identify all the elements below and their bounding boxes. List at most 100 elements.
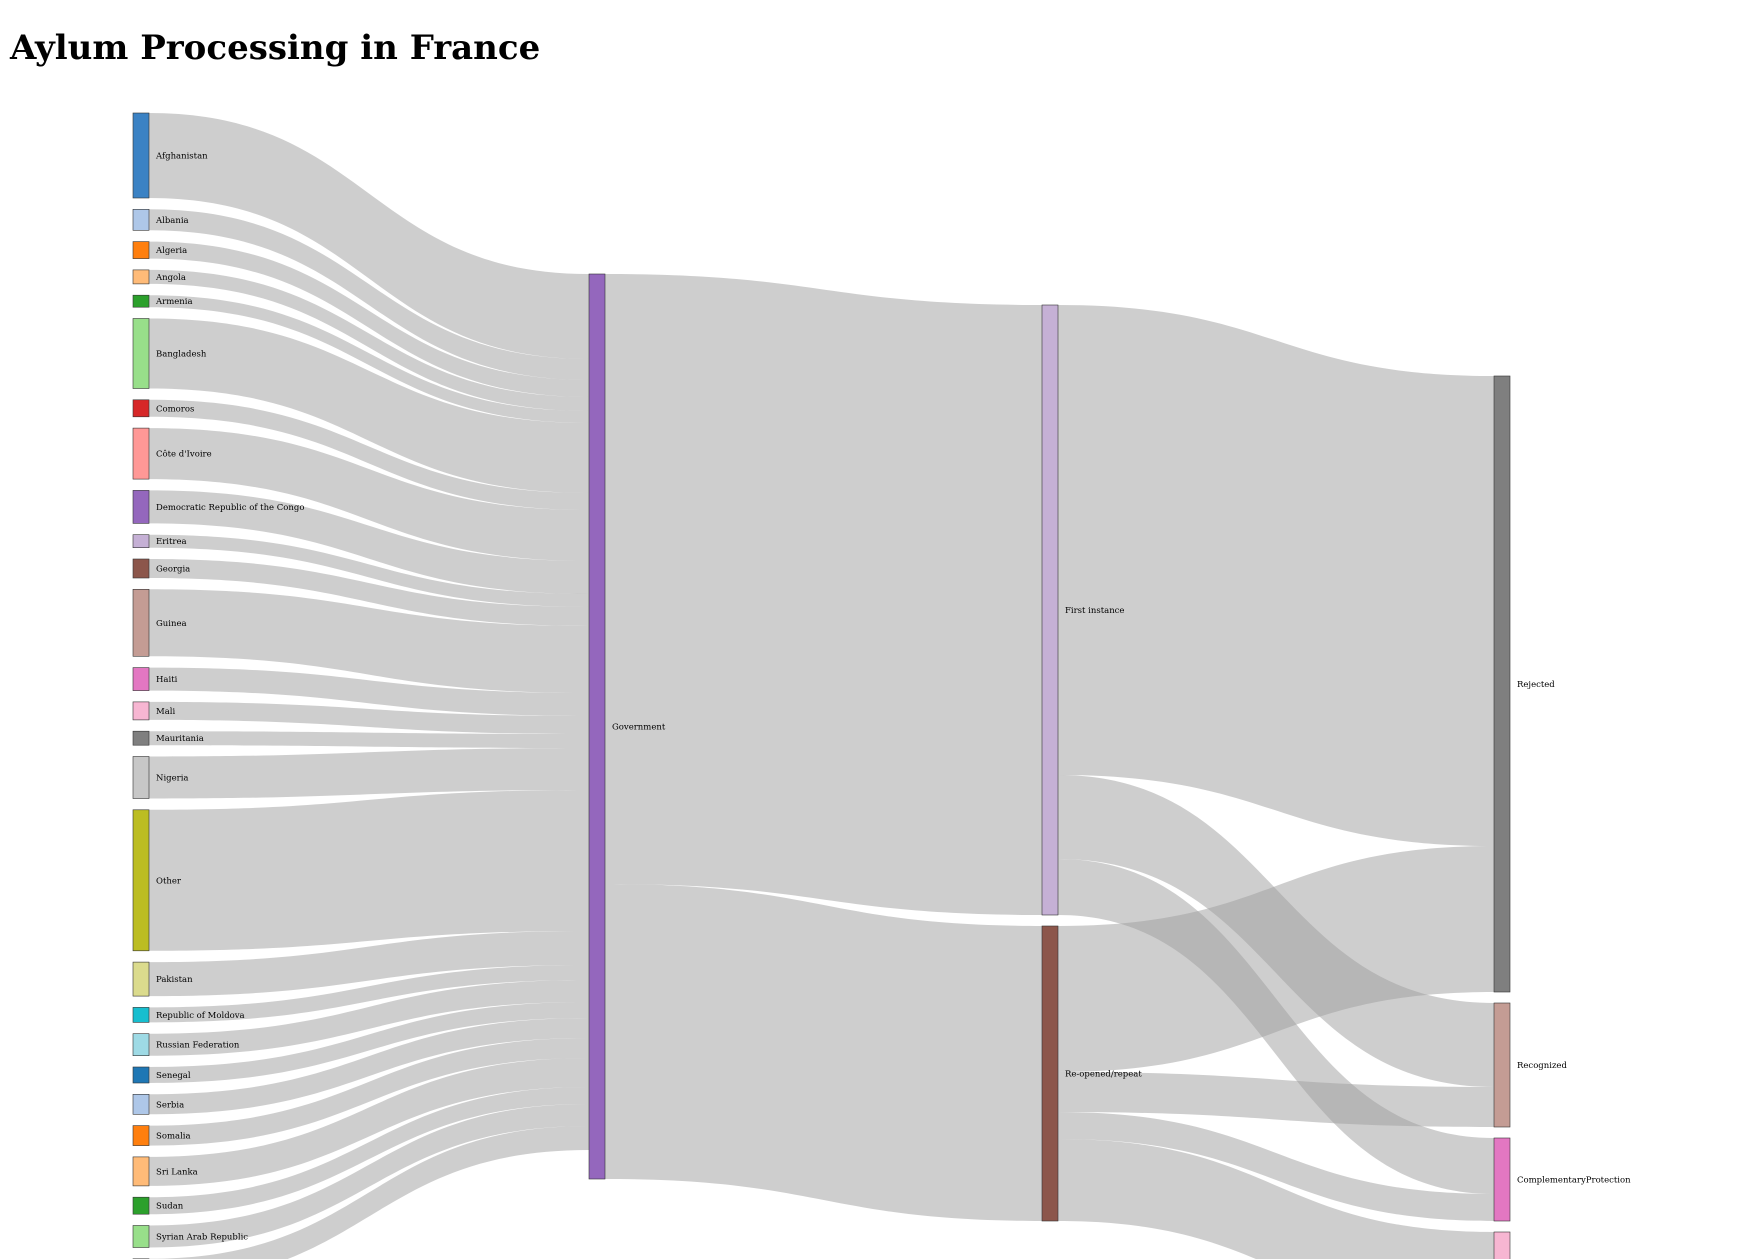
sankey-node-label-afg: Afghanistan — [155, 152, 208, 162]
sankey-link-ang-gov[interactable] — [149, 269, 589, 411]
sankey-node-mal[interactable] — [132, 701, 150, 721]
sankey-link-rus-gov[interactable] — [149, 980, 589, 1056]
sankey-node-syr[interactable] — [132, 1225, 150, 1248]
sankey-link-drc-gov[interactable] — [149, 490, 589, 594]
sankey-node-com[interactable] — [132, 399, 150, 418]
sankey-link-som-gov[interactable] — [149, 1038, 589, 1146]
sankey-link-afg-gov[interactable] — [149, 113, 589, 359]
sankey-link-civ-gov[interactable] — [149, 428, 589, 561]
sankey-link-reo-rec[interactable] — [1058, 1072, 1494, 1127]
sankey-node-ang[interactable] — [132, 269, 150, 285]
sankey-node-rec[interactable] — [1493, 1002, 1511, 1128]
sankey-link-arm-gov[interactable] — [149, 295, 589, 423]
sankey-node-label-alg: Algeria — [155, 246, 187, 256]
sankey-node-mau[interactable] — [132, 730, 150, 746]
sankey-node-label-nig: Nigeria — [156, 774, 188, 784]
sankey-node-cp[interactable] — [1493, 1137, 1511, 1222]
sankey-link-mau-gov[interactable] — [149, 731, 589, 748]
sankey-node-arm[interactable] — [132, 294, 150, 308]
sankey-node-afg[interactable] — [132, 112, 150, 199]
sankey-link-oth-gov[interactable] — [149, 790, 589, 951]
sankey-link-reo-cp[interactable] — [1058, 1112, 1494, 1221]
sankey-link-nig-gov[interactable] — [149, 748, 589, 799]
sankey-link-syr-gov[interactable] — [149, 1104, 589, 1248]
sankey-link-gov-fst[interactable] — [605, 274, 1042, 915]
sankey-link-alb-gov[interactable] — [149, 209, 589, 380]
sankey-nodes — [132, 112, 1511, 1259]
sankey-link-hai-gov[interactable] — [149, 667, 589, 716]
sankey-link-unk-gov[interactable] — [149, 1126, 589, 1259]
sankey-link-gui-gov[interactable] — [149, 589, 589, 693]
sankey-node-label-ang: Angola — [155, 273, 186, 283]
sankey-labels: Afghanistan Albania Algeria Angola Armenia Ba… — [155, 152, 1631, 1243]
sankey-node-eri[interactable] — [132, 534, 150, 549]
sankey-node-label-cp: ComplementaryProtection — [1517, 1176, 1631, 1186]
sankey-node-reo[interactable] — [1041, 925, 1059, 1222]
sankey-node-sen[interactable] — [132, 1066, 150, 1084]
sankey-node-label-geo: Georgia — [156, 565, 190, 575]
sankey-link-gov-reo[interactable] — [605, 884, 1042, 1221]
sankey-links — [149, 113, 1494, 1259]
sankey-link-sud-gov[interactable] — [149, 1087, 589, 1215]
sankey-link-pak-gov[interactable] — [149, 931, 589, 997]
sankey-node-oth[interactable] — [132, 809, 150, 952]
sankey-link-mol-gov[interactable] — [149, 965, 589, 1023]
sankey-node-label-gov: Government — [612, 723, 666, 733]
sankey-node-nig[interactable] — [132, 756, 150, 799]
sankey-node-sud[interactable] — [132, 1196, 150, 1215]
sankey-link-mal-gov[interactable] — [149, 701, 589, 734]
sankey-node-label-eri: Eritrea — [156, 537, 187, 547]
sankey-node-sri[interactable] — [132, 1156, 150, 1187]
chart-title: Aylum Processing in France — [10, 28, 541, 68]
sankey-node-geo[interactable] — [132, 558, 150, 579]
sankey-node-label-hai: Haiti — [156, 675, 178, 685]
sankey-node-label-arm: Armenia — [155, 297, 193, 307]
sankey-node-label-civ: Côte d'Ivoire — [156, 449, 212, 460]
sankey-node-gov[interactable] — [588, 273, 606, 1180]
sankey-link-eri-gov[interactable] — [149, 534, 589, 607]
sankey-node-mol[interactable] — [132, 1007, 150, 1023]
sankey-node-label-sud: Sudan — [156, 1202, 184, 1212]
sankey-link-geo-gov[interactable] — [149, 559, 589, 626]
sankey-node-fst[interactable] — [1041, 304, 1059, 916]
sankey-node-label-sri: Sri Lanka — [156, 1167, 198, 1177]
sankey-node-label-com: Comoros — [156, 404, 194, 414]
sankey-node-label-rec: Recognized — [1517, 1061, 1567, 1071]
sankey-node-label-syr: Syrian Arab Republic — [156, 1233, 248, 1243]
sankey-link-fst-rej[interactable] — [1058, 305, 1494, 846]
sankey-node-label-sen: Senegal — [156, 1071, 191, 1081]
sankey-node-hai[interactable] — [132, 667, 150, 691]
sankey-node-som[interactable] — [132, 1125, 150, 1146]
sankey-node-label-oth: Other — [156, 876, 182, 886]
sankey-node-oth_out[interactable] — [1493, 1231, 1511, 1259]
sankey-node-label-ban: Bangladesh — [156, 350, 207, 360]
sankey-node-label-som: Somalia — [156, 1132, 191, 1142]
sankey-node-alb[interactable] — [132, 209, 150, 231]
sankey-node-label-rus: Russian Federation — [156, 1041, 240, 1051]
sankey-node-label-gui: Guinea — [156, 619, 187, 629]
sankey-link-alg-gov[interactable] — [149, 241, 589, 397]
sankey-node-pak[interactable] — [132, 961, 150, 997]
sankey-node-alg[interactable] — [132, 241, 150, 259]
sankey-link-ban-gov[interactable] — [149, 318, 589, 494]
sankey-node-label-fst: First instance — [1065, 606, 1124, 616]
sankey-node-ban[interactable] — [132, 318, 150, 389]
sankey-node-drc[interactable] — [132, 490, 150, 524]
sankey-node-label-mal: Mali — [156, 707, 175, 717]
sankey-node-gui[interactable] — [132, 588, 150, 657]
sankey-node-label-mol: Republic of Moldova — [156, 1011, 245, 1021]
sankey-node-ser[interactable] — [132, 1094, 150, 1115]
sankey-node-label-alb: Albania — [155, 216, 189, 226]
sankey-node-rus[interactable] — [132, 1033, 150, 1056]
sankey-node-rej[interactable] — [1493, 375, 1511, 993]
sankey-node-civ[interactable] — [132, 427, 150, 480]
sankey-link-reo-rej[interactable] — [1058, 846, 1494, 1072]
sankey-link-sen-gov[interactable] — [149, 1002, 589, 1083]
sankey-link-sri-gov[interactable] — [149, 1058, 589, 1186]
sankey-link-ser-gov[interactable] — [149, 1018, 589, 1115]
sankey-link-com-gov[interactable] — [149, 399, 589, 510]
sankey-node-label-rej: Rejected — [1517, 680, 1555, 690]
sankey-node-label-reo: Re-opened/repeat — [1065, 1070, 1142, 1080]
sankey-link-reo-oth_out[interactable] — [1058, 1139, 1494, 1259]
